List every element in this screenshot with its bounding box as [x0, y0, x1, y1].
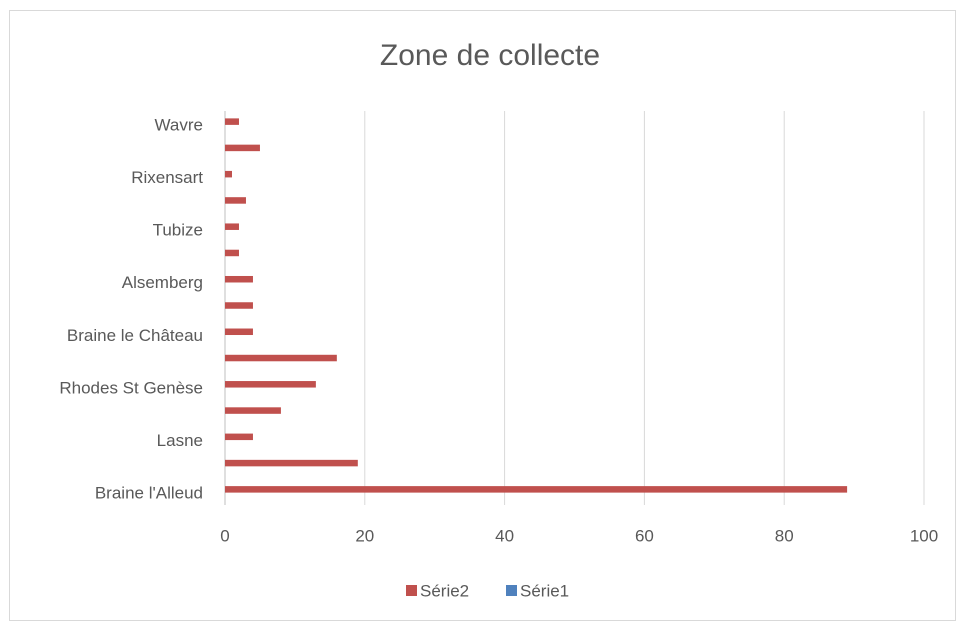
x-tick-label: 40: [495, 526, 514, 545]
bar: [225, 328, 253, 336]
bar: [225, 381, 316, 388]
y-tick-label: Braine le Château: [67, 326, 203, 345]
chart-frame: [9, 10, 956, 621]
bar: [225, 433, 253, 441]
x-tick-label: 20: [355, 526, 374, 545]
bar: [225, 144, 260, 152]
legend-swatch: [506, 585, 517, 596]
x-tick-label: 0: [220, 526, 229, 545]
x-tick-label: 80: [775, 526, 794, 545]
bar: [225, 170, 232, 178]
bar: [225, 223, 239, 230]
legend-label: Série1: [520, 581, 569, 600]
legend-label: Série2: [420, 581, 469, 600]
y-tick-label: Rixensart: [131, 168, 203, 187]
bar: [225, 407, 281, 414]
bar: [225, 118, 239, 125]
y-tick-label: Alsemberg: [122, 273, 203, 292]
bar: [225, 459, 358, 467]
legend-swatch: [406, 585, 417, 596]
bar: [225, 302, 253, 309]
bar: [225, 249, 239, 257]
x-tick-label: 60: [635, 526, 654, 545]
y-tick-label: Wavre: [155, 116, 204, 135]
y-tick-label: Tubize: [153, 221, 203, 240]
bar: [225, 275, 253, 283]
y-tick-label: Braine l'Alleud: [95, 483, 203, 502]
x-tick-label: 100: [910, 526, 938, 545]
y-tick-label: Rhodes St Genèse: [59, 378, 203, 397]
bar: [225, 197, 246, 204]
bar: [225, 486, 848, 493]
chart-title: Zone de collecte: [380, 39, 600, 72]
bar: [225, 354, 337, 362]
y-tick-label: Lasne: [157, 431, 203, 450]
